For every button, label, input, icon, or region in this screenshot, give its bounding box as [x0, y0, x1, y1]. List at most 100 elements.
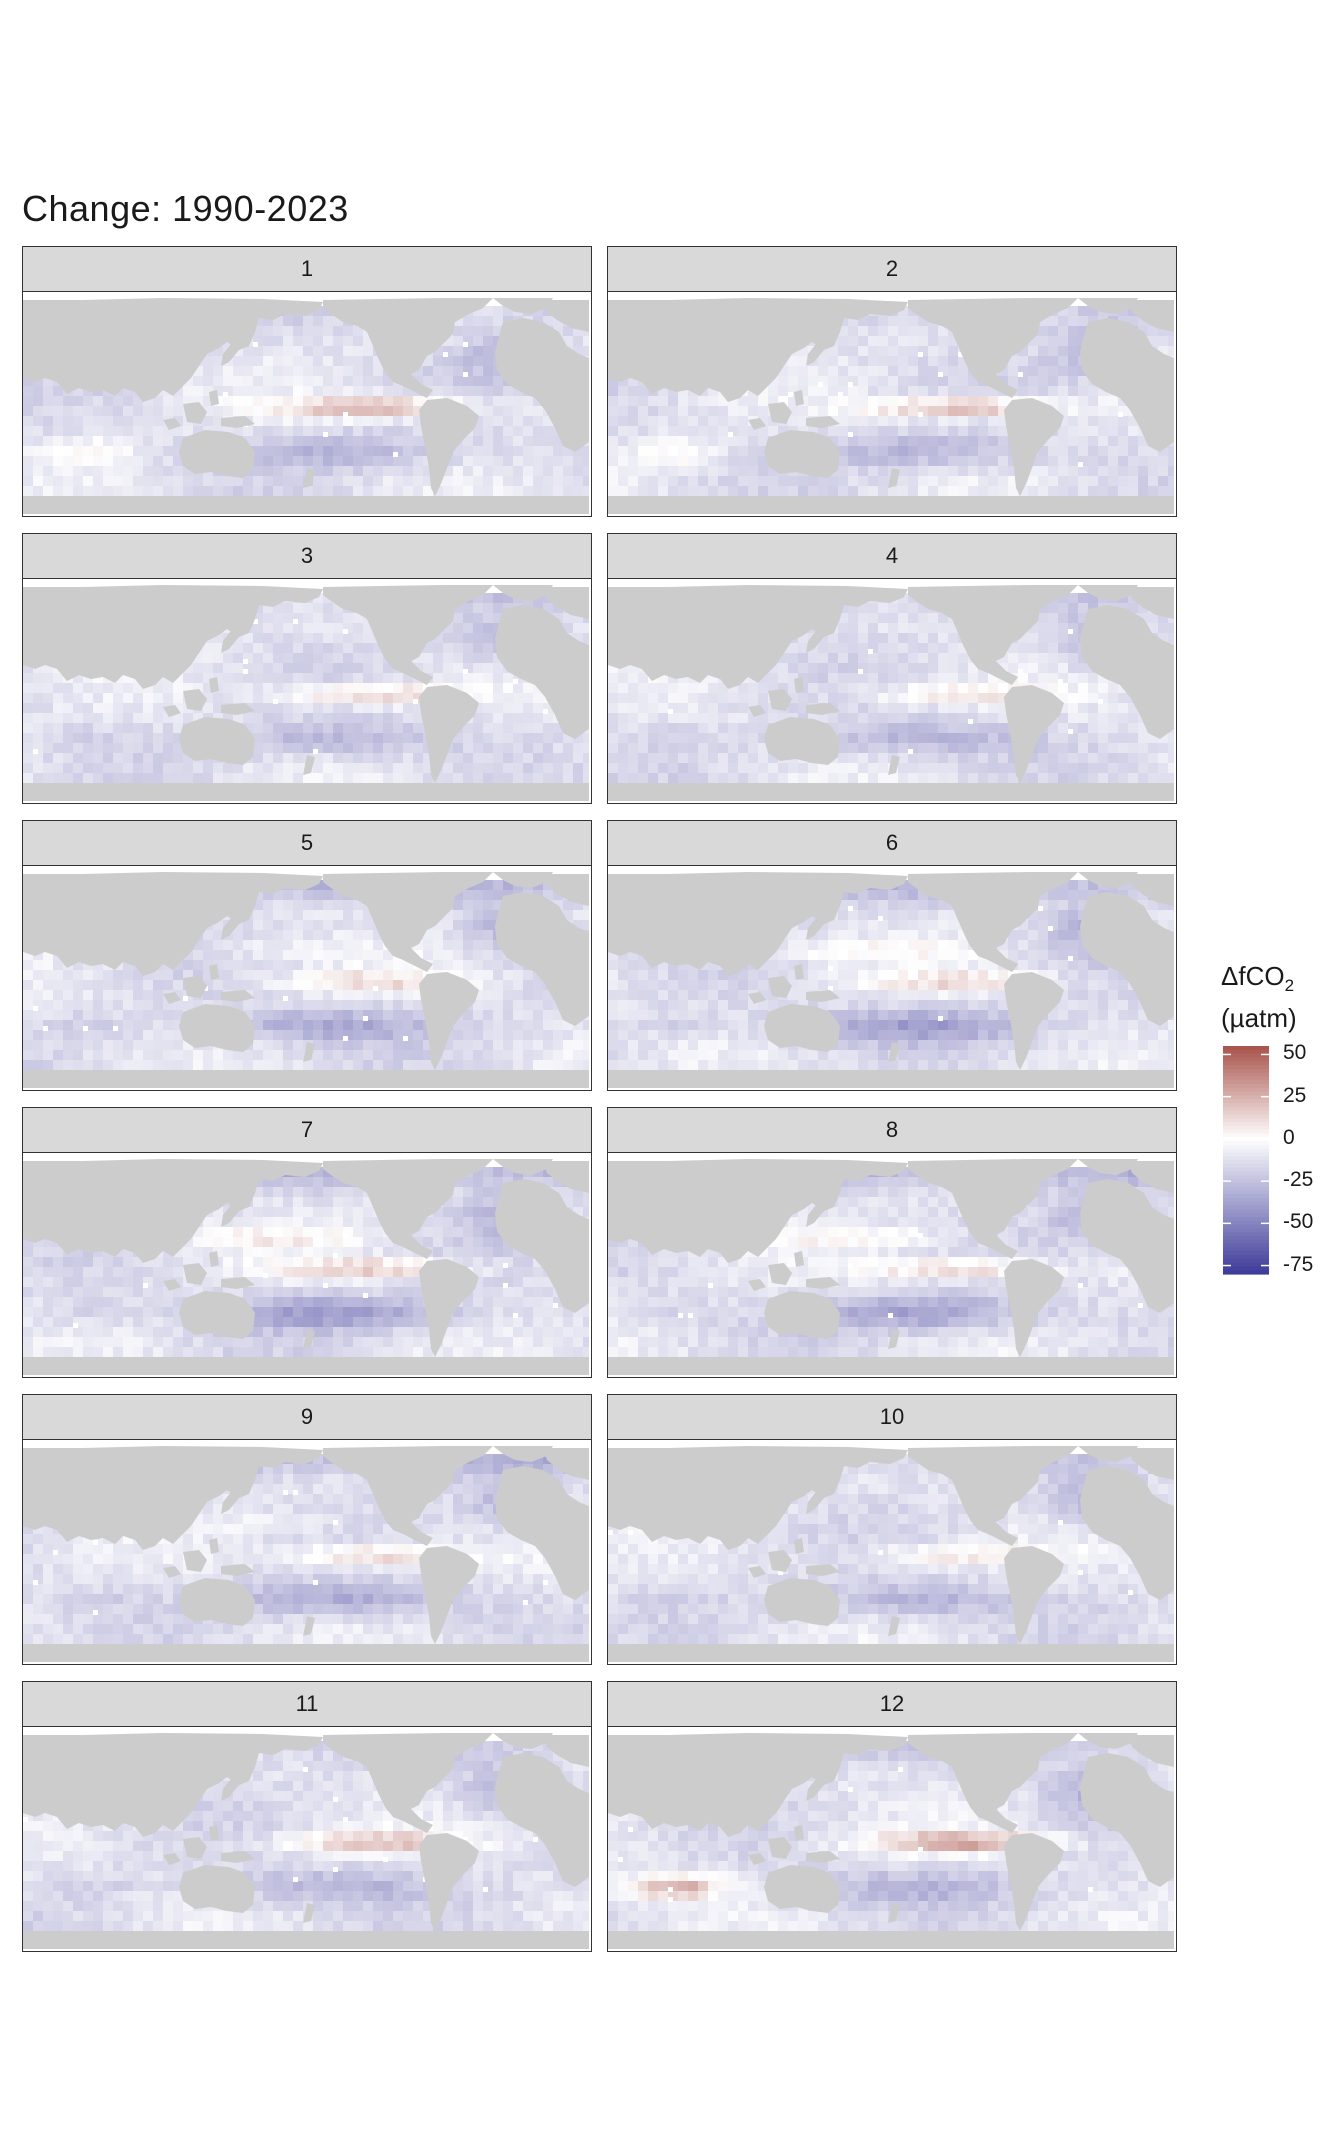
- heatmap-cell: [788, 643, 799, 654]
- heatmap-cell: [103, 743, 114, 754]
- heatmap-cell: [413, 653, 424, 664]
- heatmap-cell: [718, 436, 729, 447]
- heatmap-cell: [373, 366, 384, 377]
- heatmap-cell: [273, 900, 284, 911]
- heatmap-cell: [808, 386, 819, 397]
- heatmap-cell: [748, 466, 759, 477]
- heatmap-cell: [183, 466, 194, 477]
- heatmap-cell: [443, 920, 454, 931]
- landmass: [23, 585, 323, 689]
- heatmap-cell: [928, 416, 939, 427]
- heatmap-cell: [413, 940, 424, 951]
- heatmap-cell: [1058, 456, 1069, 467]
- heatmap-cell: [563, 900, 574, 911]
- heatmap-cell: [53, 456, 64, 467]
- heatmap-cell: [848, 603, 859, 614]
- heatmap-cell: [413, 773, 424, 784]
- heatmap-cell: [453, 316, 464, 327]
- heatmap-cell: [628, 436, 639, 447]
- heatmap-cell: [313, 763, 324, 774]
- heatmap-cell: [393, 466, 404, 477]
- heatmap-cell: [928, 753, 939, 764]
- heatmap-cell: [23, 386, 34, 397]
- heatmap-cell: [678, 753, 689, 764]
- heatmap-cell: [363, 356, 374, 367]
- heatmap-cell: [353, 456, 364, 467]
- heatmap-cell: [618, 743, 629, 754]
- heatmap-cell: [858, 763, 869, 774]
- heatmap-cell: [788, 693, 799, 704]
- heatmap-cell: [858, 773, 869, 784]
- heatmap-cell: [908, 633, 919, 644]
- heatmap-cell: [1068, 663, 1079, 674]
- heatmap-cell: [838, 476, 849, 487]
- heatmap-cell: [33, 723, 44, 734]
- heatmap-cell: [618, 486, 629, 497]
- heatmap-cell: [403, 386, 414, 397]
- heatmap-cell: [948, 693, 959, 704]
- heatmap-cell: [1048, 436, 1059, 447]
- heatmap-cell: [1108, 446, 1119, 457]
- heatmap-cell: [453, 386, 464, 397]
- heatmap-cell: [303, 316, 314, 327]
- heatmap-cell: [738, 476, 749, 487]
- heatmap-cell: [413, 723, 424, 734]
- heatmap-cell: [313, 673, 324, 684]
- heatmap-cell: [1108, 703, 1119, 714]
- heatmap-cell: [638, 723, 649, 734]
- heatmap-cell: [848, 326, 859, 337]
- heatmap-cell: [63, 416, 74, 427]
- heatmap-cell: [113, 486, 124, 497]
- heatmap-cell: [503, 426, 514, 437]
- heatmap-cell: [1058, 673, 1069, 684]
- heatmap-cell: [483, 456, 494, 467]
- heatmap-cell: [63, 436, 74, 447]
- heatmap-cell: [413, 446, 424, 457]
- heatmap-cell: [1088, 743, 1099, 754]
- heatmap-cell: [343, 406, 354, 417]
- heatmap-cell: [233, 693, 244, 704]
- heatmap-cell: [473, 723, 484, 734]
- heatmap-cell: [638, 436, 649, 447]
- heatmap-cell: [273, 436, 284, 447]
- heatmap-cell: [493, 613, 504, 624]
- heatmap-cell: [333, 960, 344, 971]
- heatmap-cell: [1008, 763, 1019, 774]
- heatmap-cell: [828, 653, 839, 664]
- heatmap-cell: [583, 763, 589, 774]
- heatmap-cell: [483, 356, 494, 367]
- heatmap-cell: [283, 613, 294, 624]
- heatmap-cell: [73, 406, 84, 417]
- heatmap-cell: [928, 366, 939, 377]
- heatmap-cell: [788, 406, 799, 417]
- heatmap-cell: [463, 476, 474, 487]
- heatmap-cell: [738, 426, 749, 437]
- heatmap-cell: [203, 930, 214, 941]
- heatmap-cell: [1008, 753, 1019, 764]
- heatmap-cell: [758, 406, 769, 417]
- heatmap-cell: [998, 713, 1009, 724]
- heatmap-cell: [523, 456, 534, 467]
- heatmap-cell: [243, 950, 254, 961]
- heatmap-cell: [243, 366, 254, 377]
- heatmap-cell: [333, 466, 344, 477]
- heatmap-cell: [353, 753, 364, 764]
- heatmap-cell: [838, 466, 849, 477]
- heatmap-cell: [143, 396, 154, 407]
- heatmap-cell: [393, 396, 404, 407]
- heatmap-cell: [73, 456, 84, 467]
- missing-data-cell: [223, 392, 228, 397]
- heatmap-cell: [543, 603, 554, 614]
- heatmap-cell: [153, 486, 164, 497]
- heatmap-cell: [848, 366, 859, 377]
- heatmap-cell: [678, 703, 689, 714]
- heatmap-cell: [668, 386, 679, 397]
- heatmap-cell: [293, 486, 304, 497]
- heatmap-cell: [668, 763, 679, 774]
- heatmap-cell: [353, 663, 364, 674]
- heatmap-cell: [978, 673, 989, 684]
- heatmap-cell: [293, 426, 304, 437]
- heatmap-cell: [948, 416, 959, 427]
- heatmap-cell: [618, 426, 629, 437]
- heatmap-cell: [573, 486, 584, 497]
